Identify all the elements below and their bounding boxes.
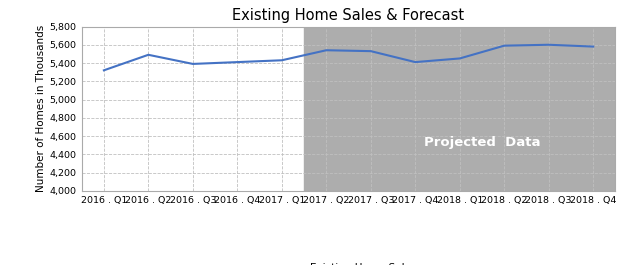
- Y-axis label: Number of Homes in Thousands: Number of Homes in Thousands: [36, 25, 46, 192]
- Title: Existing Home Sales & Forecast: Existing Home Sales & Forecast: [232, 8, 465, 23]
- Legend: Existing Home Sales: Existing Home Sales: [276, 258, 421, 265]
- Text: Projected  Data: Projected Data: [424, 136, 540, 149]
- Bar: [304, 26, 616, 191]
